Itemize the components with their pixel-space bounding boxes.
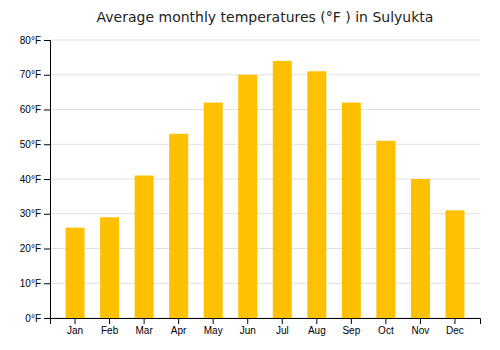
axis-line (51, 319, 481, 325)
bar (238, 75, 257, 318)
tick: Mar (135, 318, 153, 336)
tick-mark (44, 179, 50, 180)
y-axis: 0°F 10°F 20°F 30°F 40°F 50°F 60°F 70°F 80°F (20, 35, 51, 324)
tick-mark (44, 249, 50, 250)
tick-mark (247, 318, 248, 324)
tick-label: Oct (378, 325, 394, 336)
tick-mark (44, 110, 50, 111)
bar (445, 210, 464, 318)
tick-mark (213, 318, 214, 324)
tick-label: 50°F (20, 139, 41, 150)
tick-label: 70°F (20, 69, 41, 80)
tick: Sep (342, 318, 360, 336)
bars (66, 61, 465, 318)
tick: 80°F (20, 35, 50, 46)
tick-mark (44, 40, 50, 41)
grid-line (50, 109, 480, 110)
bar (100, 217, 119, 318)
tick-label: 30°F (20, 208, 41, 219)
axis-line (44, 41, 51, 319)
tick-label: 20°F (20, 243, 41, 254)
tick-label: Jan (67, 325, 83, 336)
tick-mark (351, 318, 352, 324)
tick: 0°F (25, 313, 50, 324)
tick: Jun (240, 318, 256, 336)
tick: Dec (446, 318, 464, 336)
bar (376, 141, 395, 318)
tick-mark (178, 318, 179, 324)
tick-label: Nov (412, 325, 430, 336)
bar (307, 71, 326, 318)
grid-line (50, 144, 480, 145)
title: Average monthly temperatures (°F ) in Su… (97, 9, 434, 25)
tick-mark (44, 144, 50, 145)
tick: 70°F (20, 69, 50, 80)
tick: Jan (67, 318, 83, 336)
tick-label: 0°F (25, 313, 41, 324)
tick-label: Dec (446, 325, 464, 336)
tick: Oct (378, 318, 394, 336)
tick: 60°F (20, 104, 50, 115)
tick-mark (144, 318, 145, 324)
grid-line (50, 74, 480, 75)
tick-mark (420, 318, 421, 324)
tick: 50°F (20, 139, 50, 150)
tick-mark (44, 214, 50, 215)
tick-mark (454, 318, 455, 324)
bar (66, 228, 85, 318)
tick-label: Apr (171, 325, 187, 336)
bar (273, 61, 292, 318)
tick-label: Aug (308, 325, 326, 336)
tick: Aug (308, 318, 326, 336)
tick-label: 80°F (20, 35, 41, 46)
tick-label: 40°F (20, 174, 41, 185)
tick-mark (316, 318, 317, 324)
tick: May (204, 318, 223, 336)
tick-mark (282, 318, 283, 324)
plot: 0°F 10°F 20°F 30°F 40°F 50°F 60°F 70°F 80°F Jan Fe… (20, 35, 481, 336)
tick-label: Jun (240, 325, 256, 336)
bar (204, 103, 223, 318)
tick-mark (385, 318, 386, 324)
tick-label: Feb (101, 325, 119, 336)
tick: Apr (171, 318, 187, 336)
tick-label: Jul (276, 325, 289, 336)
x-axis: Jan Feb Mar Apr May Jun Jul Aug Sep Oct Nov Dec (51, 318, 481, 336)
bar (135, 176, 154, 318)
grid-line (50, 40, 480, 41)
tick-label: May (204, 325, 223, 336)
tick: 30°F (20, 208, 50, 219)
tick: Feb (101, 318, 119, 336)
tick: Nov (412, 318, 430, 336)
tick-label: Mar (135, 325, 153, 336)
grid (50, 40, 480, 318)
tick: 10°F (20, 278, 50, 289)
tick-label: 10°F (20, 278, 41, 289)
chart: 0°F 10°F 20°F 30°F 40°F 50°F 60°F 70°F 80°F Jan Fe… (0, 0, 500, 350)
bar (411, 179, 430, 318)
tick: 20°F (20, 243, 50, 254)
tick: 40°F (20, 174, 50, 185)
tick-label: 60°F (20, 104, 41, 115)
tick-mark (44, 75, 50, 76)
tick-mark (44, 283, 50, 284)
tick: Jul (276, 318, 289, 336)
bar (342, 103, 361, 318)
bar (169, 134, 188, 318)
tick-mark (109, 318, 110, 324)
tick-mark (44, 318, 50, 319)
tick-mark (75, 318, 76, 324)
tick-label: Sep (342, 325, 360, 336)
